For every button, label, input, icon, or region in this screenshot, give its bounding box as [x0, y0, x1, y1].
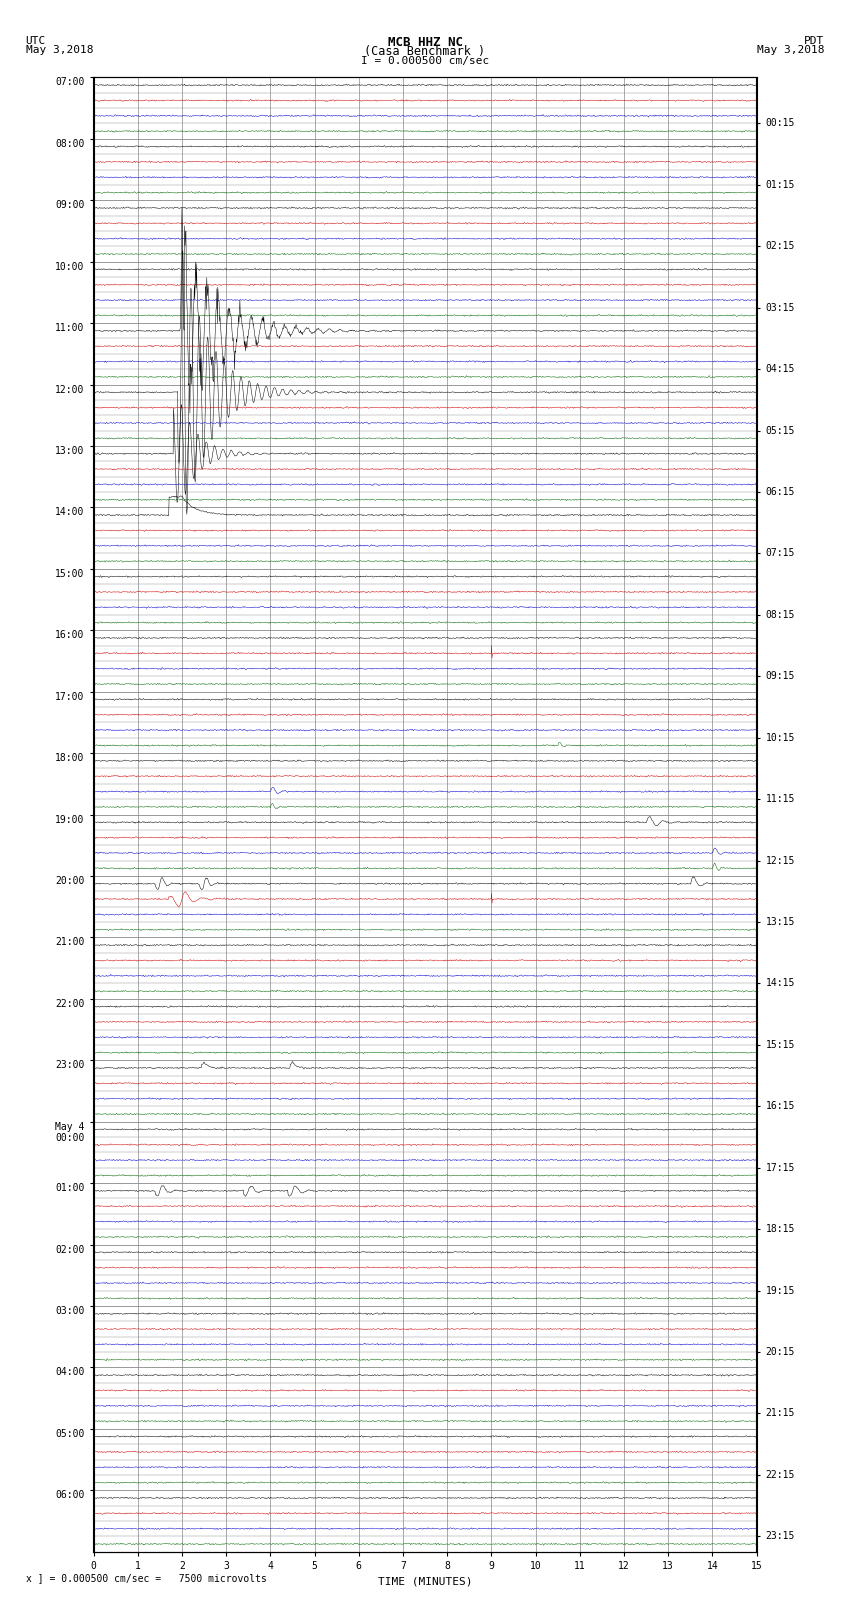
Text: (Casa Benchmark ): (Casa Benchmark ) — [365, 45, 485, 58]
X-axis label: TIME (MINUTES): TIME (MINUTES) — [377, 1576, 473, 1586]
Text: MCB HHZ NC: MCB HHZ NC — [388, 37, 462, 50]
Text: UTC: UTC — [26, 37, 46, 47]
Text: PDT: PDT — [804, 37, 824, 47]
Text: I = 0.000500 cm/sec: I = 0.000500 cm/sec — [361, 56, 489, 66]
Text: May 3,2018: May 3,2018 — [757, 45, 824, 55]
Text: May 3,2018: May 3,2018 — [26, 45, 93, 55]
Text: x ] = 0.000500 cm/sec =   7500 microvolts: x ] = 0.000500 cm/sec = 7500 microvolts — [26, 1573, 266, 1582]
